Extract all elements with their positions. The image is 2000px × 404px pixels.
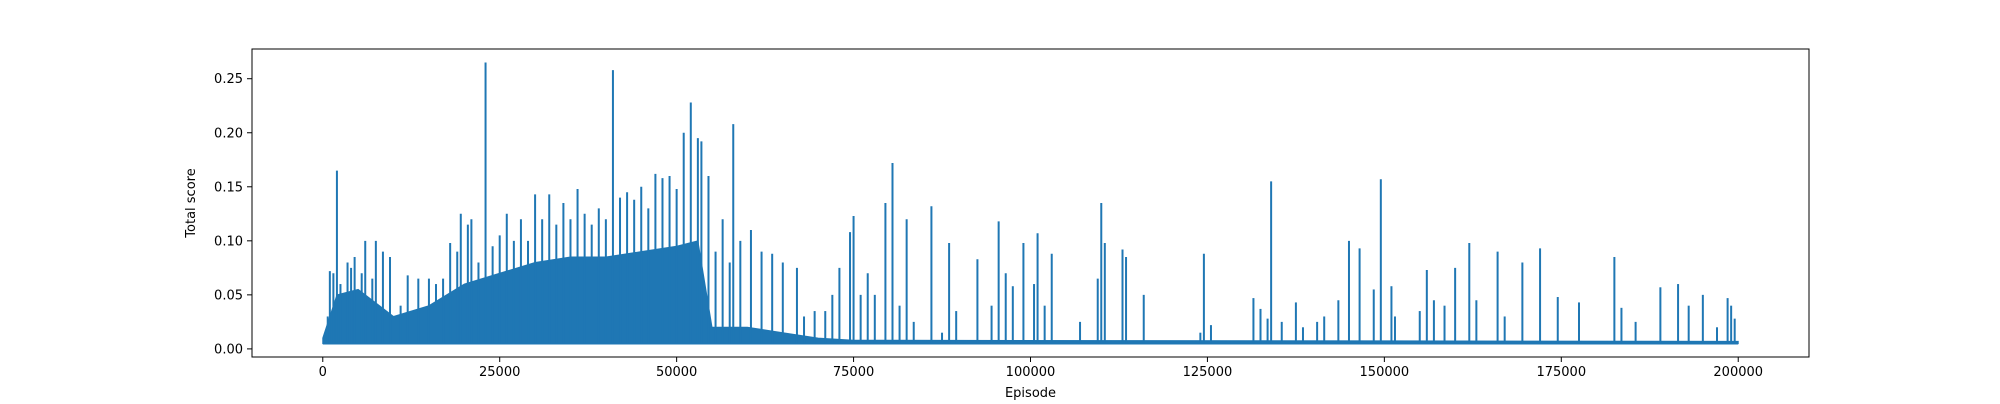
y-tick-label: 0.25 xyxy=(214,72,243,87)
x-axis-label: Episode xyxy=(1005,386,1056,400)
y-axis-label: Total score xyxy=(184,168,199,238)
x-tick-label: 0 xyxy=(319,365,327,380)
x-tick-label: 150000 xyxy=(1360,365,1410,380)
data-layer xyxy=(322,62,1739,345)
x-tick-label: 125000 xyxy=(1183,365,1233,380)
x-tick-label: 200000 xyxy=(1713,365,1763,380)
axes-layer: 0 25000 50000 75000 100000 125000 150000 175000… xyxy=(214,72,1763,380)
x-tick-label: 100000 xyxy=(1006,365,1056,380)
y-tick-label: 0.05 xyxy=(214,288,243,303)
y-tick-label: 0.15 xyxy=(214,180,243,195)
x-tick-label: 25000 xyxy=(479,365,520,380)
y-tick-label: 0.00 xyxy=(214,342,243,357)
x-tick-label: 75000 xyxy=(833,365,874,380)
x-tick-label: 50000 xyxy=(656,365,697,380)
y-tick-label: 0.20 xyxy=(214,126,243,141)
y-tick-label: 0.10 xyxy=(214,234,243,249)
x-tick-label: 175000 xyxy=(1536,365,1586,380)
